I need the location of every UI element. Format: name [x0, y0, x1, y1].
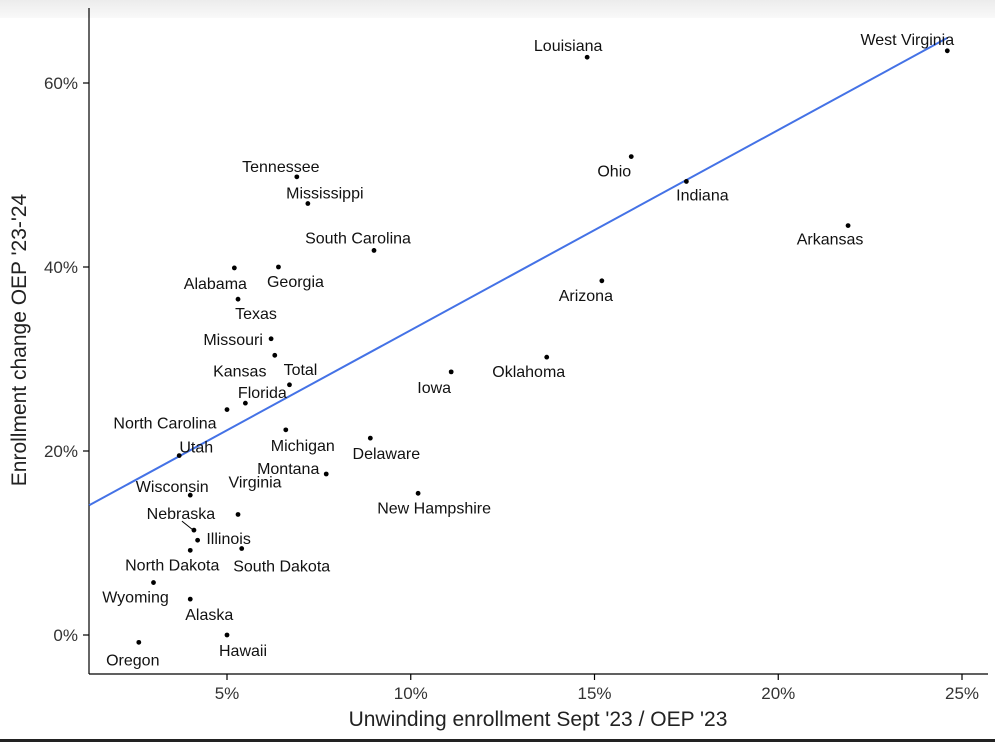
data-point	[683, 179, 689, 184]
data-point	[187, 596, 193, 602]
point-label: Ohio	[597, 164, 631, 181]
data-point	[544, 354, 550, 360]
point-label: Mississippi	[286, 186, 363, 203]
point-label: Arizona	[559, 288, 613, 305]
point-label: Utah	[179, 440, 213, 457]
data-point	[235, 296, 241, 302]
point-label: Wyoming	[102, 590, 169, 607]
data-point	[224, 632, 230, 638]
data-point	[323, 471, 329, 477]
data-point	[371, 248, 377, 253]
data-point	[191, 527, 197, 533]
label-leader-line	[181, 520, 193, 530]
point-label: Florida	[238, 385, 287, 402]
data-point	[231, 265, 237, 271]
point-label: South Dakota	[233, 559, 330, 576]
point-label: Missouri	[203, 332, 263, 349]
point-label: North Dakota	[125, 557, 219, 574]
x-tick-label: 25%	[945, 684, 979, 703]
point-labels: West Virginia Louisiana Ohio Indiana Arkansa…	[102, 32, 954, 670]
data-point	[628, 154, 634, 160]
data-point	[187, 492, 193, 498]
point-label: Arkansas	[797, 232, 864, 249]
ticks: 5% 10% 15% 20% 25% 0% 20% 40% 60%	[44, 74, 979, 703]
point-label: Alabama	[184, 276, 247, 293]
data-points	[136, 48, 950, 645]
data-point	[235, 512, 241, 517]
point-label: Oklahoma	[492, 364, 565, 381]
trend-line-group	[88, 37, 948, 507]
x-axis-title: Unwinding enrollment Sept '23 / OEP '23	[349, 708, 728, 731]
x-tick-label: 10%	[394, 684, 428, 703]
bottom-border	[0, 739, 995, 742]
point-label: Hawaii	[219, 643, 267, 660]
point-label: Kansas	[213, 363, 266, 380]
data-point	[176, 453, 182, 458]
point-label: North Carolina	[113, 416, 216, 433]
data-point	[224, 407, 230, 412]
data-point	[294, 174, 300, 180]
data-point	[239, 546, 245, 551]
data-point	[187, 547, 193, 553]
point-label: Oregon	[106, 652, 159, 669]
data-point	[283, 427, 289, 433]
point-label: Alaska	[185, 607, 233, 624]
data-point	[242, 400, 248, 406]
y-tick-label: 60%	[44, 74, 78, 93]
x-tick-label: 15%	[577, 684, 611, 703]
y-tick-label: 0%	[53, 626, 78, 645]
data-point	[305, 201, 311, 206]
data-point	[136, 639, 142, 645]
point-label: Delaware	[353, 446, 421, 463]
point-label: Michigan	[271, 438, 335, 455]
data-point	[367, 435, 373, 441]
data-point	[272, 352, 278, 358]
axes	[88, 8, 988, 675]
data-point	[195, 537, 201, 543]
point-label: Texas	[235, 306, 277, 323]
point-label: New Hampshire	[377, 500, 491, 517]
point-label: Georgia	[267, 274, 324, 291]
point-label: Virginia	[228, 474, 281, 491]
data-point	[268, 336, 274, 342]
trend-line	[88, 37, 948, 507]
point-label: West Virginia	[860, 32, 954, 49]
data-point	[584, 54, 590, 60]
window-top-bar	[0, 0, 995, 18]
data-point	[151, 580, 156, 585]
point-label: Illinois	[206, 531, 250, 548]
x-tick-label: 5%	[215, 684, 240, 703]
y-tick-label: 40%	[44, 258, 78, 277]
x-tick-label: 20%	[761, 684, 795, 703]
point-label: Louisiana	[534, 38, 603, 55]
data-point	[287, 382, 292, 388]
point-label: Total	[284, 362, 318, 379]
point-label: South Carolina	[305, 230, 411, 247]
data-point	[448, 369, 454, 375]
data-point	[599, 278, 605, 284]
point-label: Montana	[257, 461, 319, 478]
data-point	[944, 48, 950, 54]
point-label: Iowa	[417, 380, 451, 397]
data-point	[415, 490, 421, 496]
point-label: Tennessee	[242, 159, 319, 176]
point-label: Indiana	[676, 187, 729, 204]
y-tick-label: 20%	[44, 442, 78, 461]
data-point	[845, 223, 851, 229]
point-label: Wisconsin	[136, 479, 209, 496]
data-point	[276, 264, 281, 270]
y-axis-title: Enrollment change OEP '23-'24	[8, 193, 31, 486]
point-label: Nebraska	[147, 506, 216, 523]
